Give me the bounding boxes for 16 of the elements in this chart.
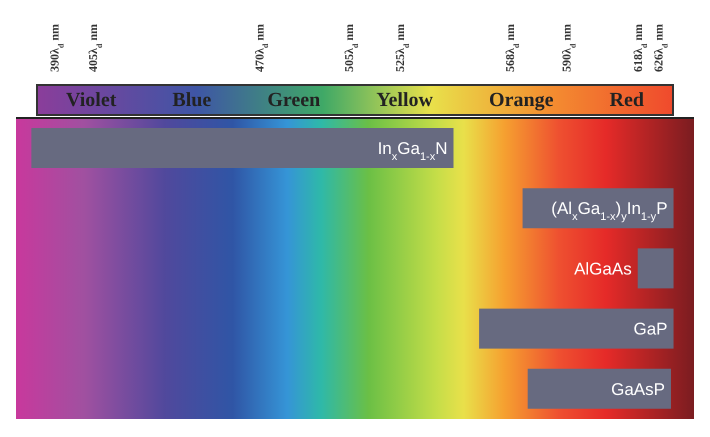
text: Orange (489, 88, 554, 112)
bar (638, 248, 674, 288)
text: Red (610, 88, 644, 112)
category-label: (Al$_{x}$Ga$_{1-x}$)$_{y}$In$_{1-y}$P (551, 199, 668, 224)
text: Violet (66, 88, 116, 112)
bar (479, 308, 674, 349)
y-tick-label: GaAsP (611, 380, 665, 399)
text: Blue (172, 88, 212, 112)
y-tick-label: GaP (634, 320, 668, 339)
y-tick-label: In$_{x}$Ga$_{1-x}$N (378, 139, 448, 163)
bar (522, 188, 674, 228)
text: Green (267, 88, 320, 112)
y-tick-label: AlGaAs (574, 259, 632, 278)
bar (31, 128, 454, 168)
text: Yellow (376, 88, 433, 112)
bar (528, 368, 671, 409)
